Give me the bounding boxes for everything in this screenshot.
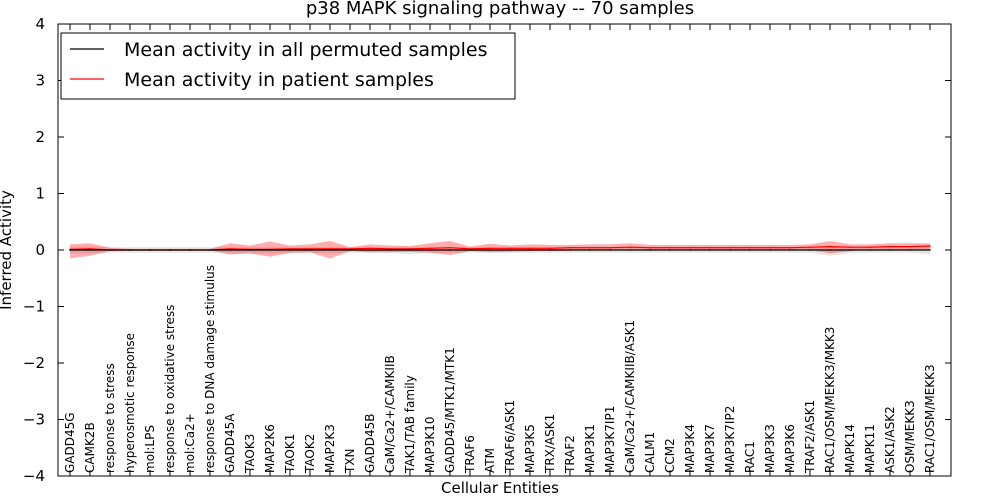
x-tick-label: TAK1/TAB family	[403, 375, 417, 474]
x-tick-label: TRX/ASK1	[543, 414, 557, 474]
x-tick-label: MAP3K5	[523, 424, 537, 473]
data-point-patient	[469, 248, 471, 250]
data-point-patient	[869, 246, 871, 248]
x-tick-label: CaM/Ca2+/CAMKIIB/ASK1	[623, 320, 637, 473]
x-tick-label: MAP3K4	[683, 424, 697, 473]
data-point-patient	[749, 246, 751, 249]
data-point-patient	[89, 248, 91, 250]
x-tick-label: MAP3K6	[783, 424, 797, 473]
x-tick-label: CCM2	[663, 438, 677, 473]
legend-label-patient: Mean activity in patient samples	[124, 69, 434, 91]
data-point-patient	[529, 247, 531, 250]
x-tick-label: RAC1/OSM/MEKK3/MKK3	[823, 327, 837, 473]
data-point-patient	[369, 247, 371, 250]
x-tick-label: response to stress	[103, 363, 117, 473]
data-point-patient	[909, 245, 911, 248]
x-tick-label: mol:Ca2+	[183, 413, 197, 473]
x-tick-label: response to DNA damage stimulus	[203, 265, 217, 473]
data-point-patient	[789, 246, 791, 249]
x-tick-label: TRAF2	[563, 435, 577, 474]
y-tick-label: −3	[23, 411, 45, 429]
data-point-patient	[389, 248, 391, 250]
data-point-patient	[329, 248, 331, 250]
data-point-patient	[849, 246, 851, 248]
x-tick-label: MAP2K6	[263, 424, 277, 473]
x-tick-label: TRAF6	[463, 435, 477, 474]
x-tick-label: GADD45/MTK1/MTK1	[443, 347, 457, 473]
y-tick-label: 0	[35, 241, 45, 259]
data-point-permuted	[929, 249, 931, 251]
data-point-patient	[729, 246, 731, 249]
x-tick-label: TAOK3	[243, 434, 257, 474]
data-point-patient	[689, 246, 691, 249]
x-tick-label: GADD45B	[363, 414, 377, 474]
data-point-patient	[229, 248, 231, 250]
x-tick-label: MAP3K1	[583, 424, 597, 473]
x-tick-label: RAC1	[743, 441, 757, 473]
data-point-patient	[929, 245, 931, 247]
x-tick-label: TXN	[343, 448, 357, 474]
data-point-patient	[709, 246, 711, 249]
data-point-patient	[449, 246, 451, 249]
x-tick-label: MAP3K3	[763, 424, 777, 473]
data-point-patient	[509, 247, 511, 250]
x-tick-label: hyperosmotic response	[123, 333, 137, 473]
x-tick-label: TRAF2/ASK1	[803, 400, 817, 474]
data-point-patient	[649, 246, 651, 249]
x-tick-label: ASK1/ASK2	[883, 406, 897, 473]
x-tick-label: MAP3K7	[703, 424, 717, 473]
data-point-patient	[569, 246, 571, 249]
x-tick-label: MAP3K10	[423, 416, 437, 473]
chart-title: p38 MAPK signaling pathway -- 70 samples	[306, 0, 694, 19]
x-tick-label: mol:LPS	[143, 425, 157, 473]
y-tick-label: −4	[23, 467, 45, 485]
data-point-patient	[889, 245, 891, 248]
data-point-patient	[829, 245, 831, 248]
x-tick-label: GADD45G	[63, 412, 77, 473]
legend-label-permuted: Mean activity in all permuted samples	[124, 39, 487, 61]
y-tick-label: 1	[35, 185, 45, 203]
data-point-patient	[549, 247, 551, 250]
x-tick-label: MAP2K3	[323, 424, 337, 473]
y-tick-label: 3	[35, 72, 45, 90]
legend-box	[60, 32, 516, 100]
y-tick-label: −2	[23, 354, 45, 372]
y-tick-label: −1	[23, 298, 45, 316]
x-tick-label: MAPK14	[843, 424, 857, 473]
data-point-patient	[769, 246, 771, 249]
y-axis-label: Inferred Activity	[0, 190, 15, 310]
data-point-patient	[289, 248, 291, 250]
x-tick-label: response to oxidative stress	[163, 305, 177, 473]
x-tick-label: TRAF6/ASK1	[503, 400, 517, 474]
x-tick-label: ATM	[483, 448, 497, 473]
x-tick-label: TAOK1	[283, 434, 297, 474]
x-tick-label: CALM1	[643, 432, 657, 473]
x-tick-label: CAMK2B	[83, 422, 97, 473]
data-point-patient	[349, 248, 351, 250]
x-tick-label: CaM/Ca2+/CAMKIIB	[383, 355, 397, 473]
data-point-patient	[809, 246, 811, 248]
x-tick-label: RAC1/OSM/MEKK3	[923, 364, 937, 473]
data-point-patient	[669, 246, 671, 249]
x-axis-label: Cellular Entities	[441, 479, 559, 497]
y-tick-label: 2	[35, 128, 45, 146]
data-point-patient	[429, 247, 431, 250]
data-point-patient	[489, 247, 491, 250]
x-tick-label: TAOK2	[303, 434, 317, 474]
x-tick-label: MAP3K7IP2	[723, 406, 737, 473]
data-point-patient	[589, 246, 591, 249]
x-tick-label: OSM/MEKK3	[903, 400, 917, 473]
x-tick-label: MAPK11	[863, 424, 877, 473]
data-point-patient	[629, 246, 631, 248]
x-tick-label: MAP3K7IP1	[603, 406, 617, 473]
data-point-patient	[309, 248, 311, 250]
data-point-patient	[409, 248, 411, 250]
data-point-patient	[609, 246, 611, 249]
y-tick-label: 4	[35, 15, 45, 33]
x-tick-label: GADD45A	[223, 413, 237, 473]
legend: Mean activity in all permuted samples Me…	[60, 32, 516, 100]
